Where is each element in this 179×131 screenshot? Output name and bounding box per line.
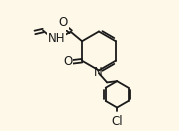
Text: N: N [94,66,103,80]
Text: O: O [59,16,68,29]
Text: NH: NH [48,32,65,45]
Text: Cl: Cl [111,115,123,128]
Text: O: O [63,55,72,69]
